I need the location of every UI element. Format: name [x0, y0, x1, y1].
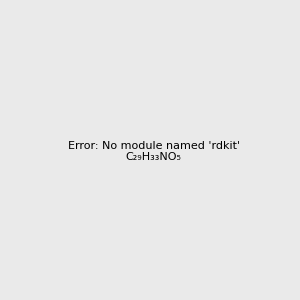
Text: Error: No module named 'rdkit'
C₂₉H₃₃NO₅: Error: No module named 'rdkit' C₂₉H₃₃NO₅ [68, 141, 240, 162]
